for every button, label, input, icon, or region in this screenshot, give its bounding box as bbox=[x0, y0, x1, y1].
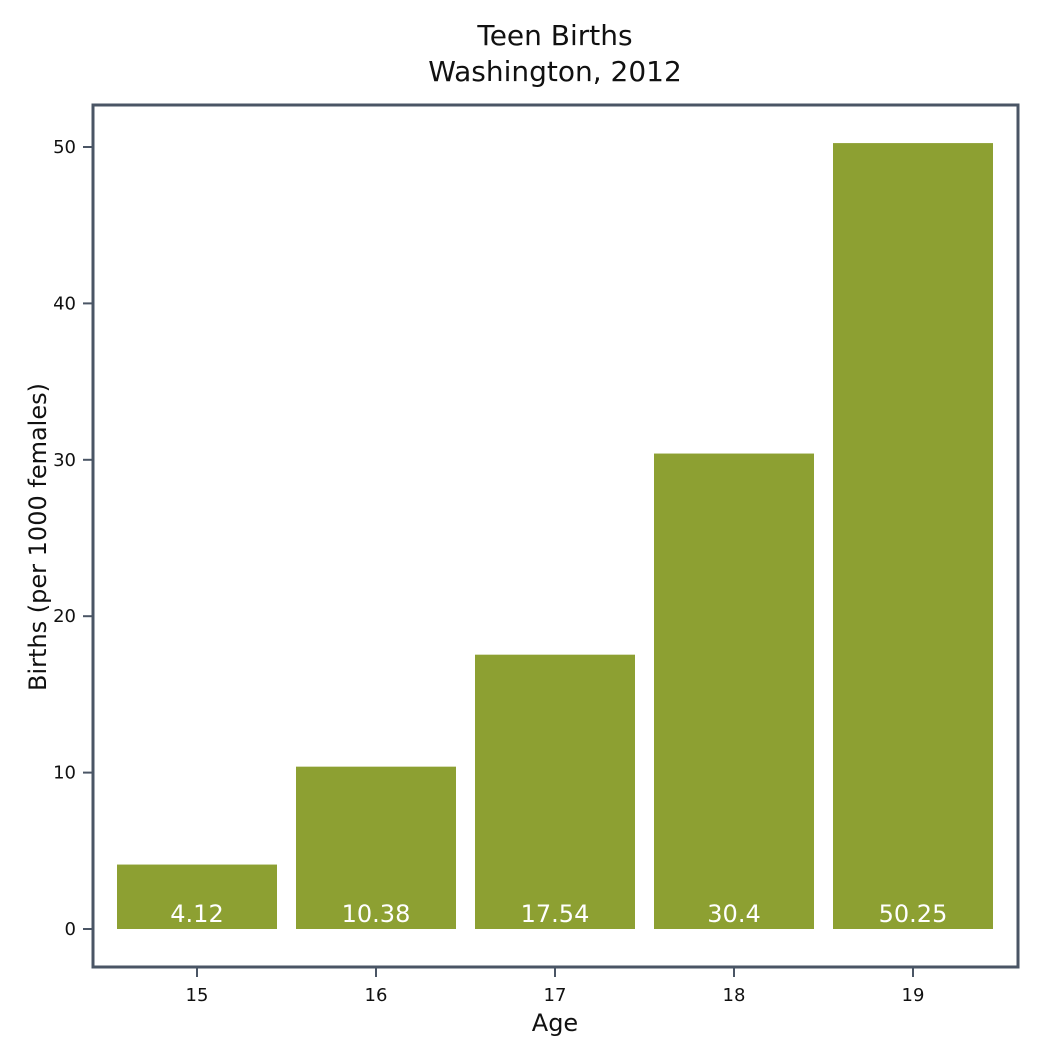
y-tick-label-10: 10 bbox=[53, 763, 76, 784]
y-tick-label-30: 30 bbox=[53, 450, 76, 471]
y-tick-label-40: 40 bbox=[53, 293, 76, 314]
x-axis-label: Age bbox=[532, 1009, 578, 1037]
chart-subtitle: Washington, 2012 bbox=[428, 55, 682, 88]
bar-17 bbox=[475, 654, 635, 929]
y-tick-label-50: 50 bbox=[53, 137, 76, 158]
y-axis-label: Births (per 1000 females) bbox=[24, 383, 52, 691]
x-tick-label-18: 18 bbox=[723, 985, 746, 1006]
y-tick-label-20: 20 bbox=[53, 606, 76, 627]
chart-title: Teen Births bbox=[476, 19, 632, 52]
x-tick-label-15: 15 bbox=[186, 985, 209, 1006]
data-label-19: 50.25 bbox=[879, 900, 948, 928]
bar-18 bbox=[654, 453, 814, 929]
plot-area: 4.12 10.38 17.54 30.4 50.25 0 10 20 30 40 50 15 16 17… bbox=[53, 103, 1020, 1006]
bar-19 bbox=[833, 143, 993, 930]
y-tick-label-0: 0 bbox=[65, 919, 76, 940]
x-tick-label-16: 16 bbox=[365, 985, 388, 1006]
bar-16 bbox=[296, 766, 456, 929]
data-label-18: 30.4 bbox=[707, 900, 760, 928]
data-label-15: 4.12 bbox=[170, 900, 223, 928]
x-tick-label-19: 19 bbox=[902, 985, 925, 1006]
bar-15 bbox=[117, 864, 277, 929]
data-label-17: 17.54 bbox=[521, 900, 590, 928]
x-tick-label-17: 17 bbox=[544, 985, 567, 1006]
data-label-16: 10.38 bbox=[342, 900, 411, 928]
